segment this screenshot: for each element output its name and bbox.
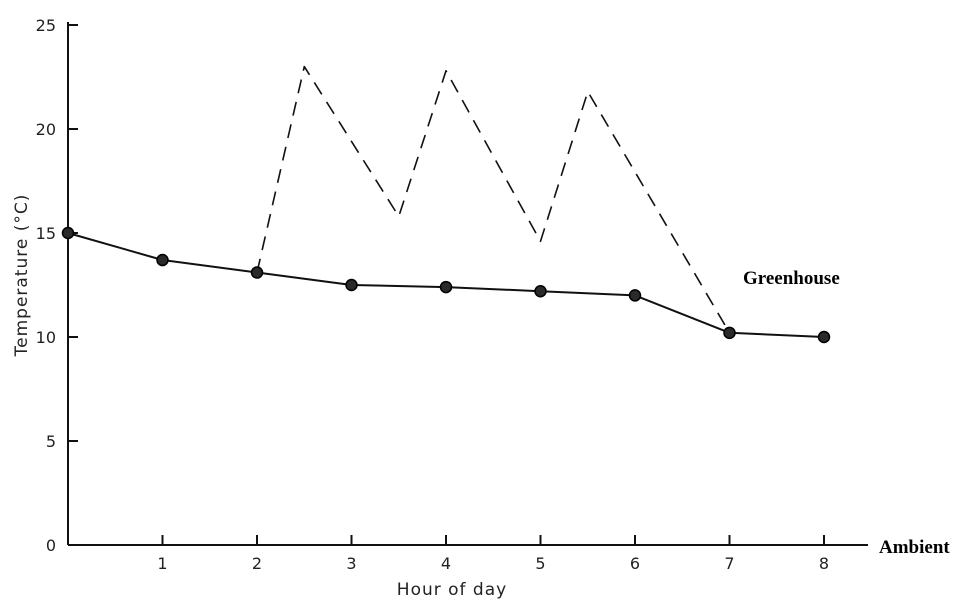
y-axis-title: Temperature (°C): [12, 194, 32, 358]
y-tick-label: 10: [36, 328, 56, 347]
x-tick-label: 7: [724, 554, 734, 573]
x-ticks: 1 2 3 4 5 6 7 8: [157, 535, 829, 573]
x-tick-label: 1: [157, 554, 167, 573]
axes: [67, 22, 868, 546]
x-tick-label: 5: [535, 554, 545, 573]
data-point-ambient: [723, 326, 736, 340]
x-tick-label: 3: [346, 554, 356, 573]
series-line-greenhouse: [256, 65, 731, 334]
data-point-ambient: [345, 278, 358, 292]
series-lines: [67, 65, 825, 338]
y-tick-label: 25: [36, 16, 56, 35]
x-tick-label: 8: [819, 554, 829, 573]
x-axis-title: Hour of day: [397, 580, 507, 600]
y-tick-label: 15: [36, 224, 56, 243]
data-point-ambient: [439, 280, 453, 294]
y-tick-label: 20: [36, 120, 56, 139]
y-tick-label: 5: [46, 432, 56, 451]
data-point-ambient: [817, 330, 831, 344]
x-tick-label: 6: [630, 554, 640, 573]
data-point-ambient: [156, 253, 169, 267]
series-markers: [61, 226, 831, 344]
series-label-ambient: Ambient: [879, 537, 950, 558]
data-point-ambient: [628, 289, 642, 302]
y-ticks: 0 5 10 15 20 25: [36, 16, 78, 555]
data-point-ambient: [534, 284, 547, 298]
x-tick-label: 2: [252, 554, 262, 573]
data-point-ambient: [61, 226, 75, 240]
series-label-greenhouse: Greenhouse: [743, 268, 840, 289]
data-point-ambient: [250, 266, 264, 279]
y-tick-label: 0: [46, 536, 56, 555]
x-tick-label: 4: [441, 554, 451, 573]
